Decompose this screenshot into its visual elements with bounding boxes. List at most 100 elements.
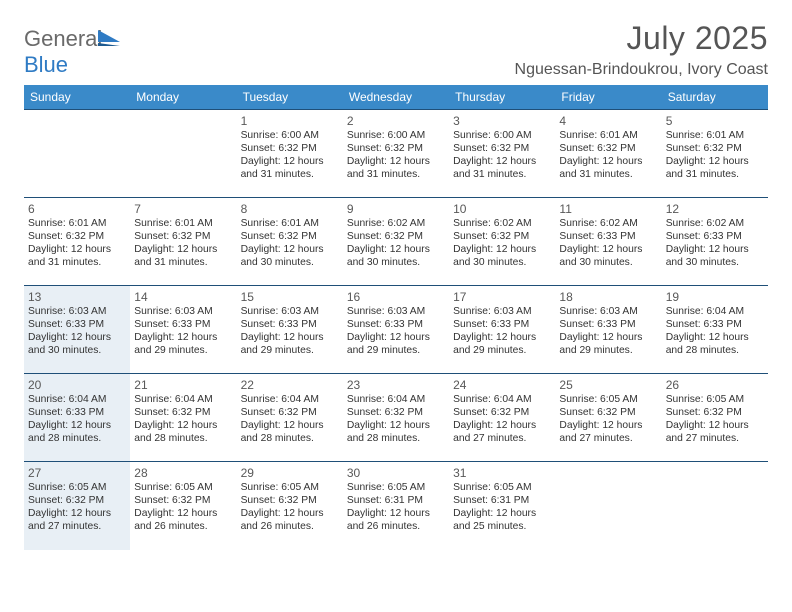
calendar-cell: 14Sunrise: 6:03 AMSunset: 6:33 PMDayligh… bbox=[130, 286, 236, 374]
day-info: Sunrise: 6:05 AMSunset: 6:31 PMDaylight:… bbox=[347, 482, 445, 533]
day-header: Thursday bbox=[449, 85, 555, 110]
day-info: Sunrise: 6:00 AMSunset: 6:32 PMDaylight:… bbox=[347, 130, 445, 181]
day-number: 12 bbox=[666, 202, 764, 216]
day-info: Sunrise: 6:05 AMSunset: 6:31 PMDaylight:… bbox=[453, 482, 551, 533]
calendar-row: 20 Sunrise: 6:04 AMSunset: 6:33 PMDayligh… bbox=[24, 374, 768, 462]
day-number: 3 bbox=[453, 114, 551, 128]
day-number: 5 bbox=[666, 114, 764, 128]
day-info: Sunrise: 6:02 AMSunset: 6:33 PMDaylight:… bbox=[559, 218, 657, 269]
day-header: Wednesday bbox=[343, 85, 449, 110]
calendar-row: 6 Sunrise: 6:01 AMSunset: 6:32 PMDaylight… bbox=[24, 198, 768, 286]
day-number: 30 bbox=[347, 466, 445, 480]
calendar-cell: 23 Sunrise: 6:04 AMSunset: 6:32 PMDayligh… bbox=[343, 374, 449, 462]
day-info: Sunrise: 6:04 AMSunset: 6:32 PMDaylight:… bbox=[241, 394, 339, 445]
day-number: 21 bbox=[134, 378, 232, 392]
calendar-cell: 18 Sunrise: 6:03 AMSunset: 6:33 PMDayligh… bbox=[555, 286, 661, 374]
calendar-cell: 19 Sunrise: 6:04 AMSunset: 6:33 PMDayligh… bbox=[662, 286, 768, 374]
calendar-cell: 3 Sunrise: 6:00 AMSunset: 6:32 PMDaylight… bbox=[449, 110, 555, 198]
day-number: 20 bbox=[28, 378, 126, 392]
calendar-row: 27 Sunrise: 6:05 AMSunset: 6:32 PMDayligh… bbox=[24, 462, 768, 550]
day-header: Monday bbox=[130, 85, 236, 110]
calendar-cell: 24Sunrise: 6:04 AMSunset: 6:32 PMDayligh… bbox=[449, 374, 555, 462]
day-info: Sunrise: 6:01 AMSunset: 6:32 PMDaylight:… bbox=[28, 218, 126, 269]
calendar-cell: 0. bbox=[130, 110, 236, 198]
day-header: Saturday bbox=[662, 85, 768, 110]
calendar-cell: 5 Sunrise: 6:01 AMSunset: 6:32 PMDaylight… bbox=[662, 110, 768, 198]
calendar-cell: 12 Sunrise: 6:02 AMSunset: 6:33 PMDayligh… bbox=[662, 198, 768, 286]
day-number: 6 bbox=[28, 202, 126, 216]
day-info: Sunrise: 6:05 AMSunset: 6:32 PMDaylight:… bbox=[28, 482, 126, 533]
day-number: 18 bbox=[559, 290, 657, 304]
logo-text-blue: Blue bbox=[24, 52, 68, 77]
day-info: Sunrise: 6:00 AMSunset: 6:32 PMDaylight:… bbox=[453, 130, 551, 181]
day-number: 23 bbox=[347, 378, 445, 392]
day-number: 29 bbox=[241, 466, 339, 480]
day-number: 17 bbox=[453, 290, 551, 304]
calendar-table: SundayMondayTuesdayWednesdayThursdayFrid… bbox=[24, 85, 768, 550]
day-number: 2 bbox=[347, 114, 445, 128]
day-info: Sunrise: 6:02 AMSunset: 6:32 PMDaylight:… bbox=[347, 218, 445, 269]
day-number: 7 bbox=[134, 202, 232, 216]
day-info: Sunrise: 6:00 AMSunset: 6:32 PMDaylight:… bbox=[241, 130, 339, 181]
day-number: 11 bbox=[559, 202, 657, 216]
day-header: Tuesday bbox=[237, 85, 343, 110]
calendar-cell: 30 Sunrise: 6:05 AMSunset: 6:31 PMDayligh… bbox=[343, 462, 449, 550]
calendar-cell: 11 Sunrise: 6:02 AMSunset: 6:33 PMDayligh… bbox=[555, 198, 661, 286]
calendar-cell: 22Sunrise: 6:04 AMSunset: 6:32 PMDayligh… bbox=[237, 374, 343, 462]
day-info: Sunrise: 6:01 AMSunset: 6:32 PMDaylight:… bbox=[134, 218, 232, 269]
day-info: Sunrise: 6:05 AMSunset: 6:32 PMDaylight:… bbox=[666, 394, 764, 445]
day-info: Sunrise: 6:03 AMSunset: 6:33 PMDaylight:… bbox=[559, 306, 657, 357]
calendar-cell: 25 Sunrise: 6:05 AMSunset: 6:32 PMDayligh… bbox=[555, 374, 661, 462]
day-number: 1 bbox=[241, 114, 339, 128]
calendar-cell: 29Sunrise: 6:05 AMSunset: 6:32 PMDayligh… bbox=[237, 462, 343, 550]
day-info: Sunrise: 6:05 AMSunset: 6:32 PMDaylight:… bbox=[134, 482, 232, 533]
day-info: Sunrise: 6:04 AMSunset: 6:32 PMDaylight:… bbox=[453, 394, 551, 445]
calendar-cell: 2 Sunrise: 6:00 AMSunset: 6:32 PMDaylight… bbox=[343, 110, 449, 198]
day-info: Sunrise: 6:05 AMSunset: 6:32 PMDaylight:… bbox=[559, 394, 657, 445]
calendar-cell: 7 Sunrise: 6:01 AMSunset: 6:32 PMDaylight… bbox=[130, 198, 236, 286]
day-info: Sunrise: 6:04 AMSunset: 6:33 PMDaylight:… bbox=[666, 306, 764, 357]
day-number: 8 bbox=[241, 202, 339, 216]
calendar-cell: 17Sunrise: 6:03 AMSunset: 6:33 PMDayligh… bbox=[449, 286, 555, 374]
calendar-cell: 9 Sunrise: 6:02 AMSunset: 6:32 PMDaylight… bbox=[343, 198, 449, 286]
logo-triangle-icon bbox=[98, 28, 122, 46]
day-number: 16 bbox=[347, 290, 445, 304]
day-number: 9 bbox=[347, 202, 445, 216]
day-info: Sunrise: 6:02 AMSunset: 6:33 PMDaylight:… bbox=[666, 218, 764, 269]
day-info: Sunrise: 6:01 AMSunset: 6:32 PMDaylight:… bbox=[241, 218, 339, 269]
day-info: Sunrise: 6:01 AMSunset: 6:32 PMDaylight:… bbox=[559, 130, 657, 181]
day-number: 10 bbox=[453, 202, 551, 216]
calendar-cell: 0. bbox=[24, 110, 130, 198]
calendar-cell: 0. bbox=[555, 462, 661, 550]
calendar-cell: 20 Sunrise: 6:04 AMSunset: 6:33 PMDayligh… bbox=[24, 374, 130, 462]
header: General Blue July 2025 Nguessan-Brindouk… bbox=[24, 20, 768, 79]
day-info: Sunrise: 6:03 AMSunset: 6:33 PMDaylight:… bbox=[28, 306, 126, 357]
day-header-row: SundayMondayTuesdayWednesdayThursdayFrid… bbox=[24, 85, 768, 110]
calendar-cell: 8 Sunrise: 6:01 AMSunset: 6:32 PMDaylight… bbox=[237, 198, 343, 286]
day-header: Sunday bbox=[24, 85, 130, 110]
day-info: Sunrise: 6:03 AMSunset: 6:33 PMDaylight:… bbox=[134, 306, 232, 357]
day-info: Sunrise: 6:04 AMSunset: 6:32 PMDaylight:… bbox=[347, 394, 445, 445]
logo: General Blue bbox=[24, 26, 122, 78]
title-block: July 2025 Nguessan-Brindoukrou, Ivory Co… bbox=[515, 20, 768, 79]
calendar-cell: 0. bbox=[662, 462, 768, 550]
calendar-cell: 1 Sunrise: 6:00 AMSunset: 6:32 PMDaylight… bbox=[237, 110, 343, 198]
day-number: 15 bbox=[241, 290, 339, 304]
calendar-row: 13 Sunrise: 6:03 AMSunset: 6:33 PMDayligh… bbox=[24, 286, 768, 374]
day-info: Sunrise: 6:01 AMSunset: 6:32 PMDaylight:… bbox=[666, 130, 764, 181]
day-number: 19 bbox=[666, 290, 764, 304]
day-info: Sunrise: 6:03 AMSunset: 6:33 PMDaylight:… bbox=[241, 306, 339, 357]
day-number: 27 bbox=[28, 466, 126, 480]
day-number: 25 bbox=[559, 378, 657, 392]
location-label: Nguessan-Brindoukrou, Ivory Coast bbox=[515, 61, 768, 79]
day-info: Sunrise: 6:04 AMSunset: 6:33 PMDaylight:… bbox=[28, 394, 126, 445]
calendar-cell: 28Sunrise: 6:05 AMSunset: 6:32 PMDayligh… bbox=[130, 462, 236, 550]
day-number: 13 bbox=[28, 290, 126, 304]
day-number: 4 bbox=[559, 114, 657, 128]
day-info: Sunrise: 6:02 AMSunset: 6:32 PMDaylight:… bbox=[453, 218, 551, 269]
calendar-row: 0.0. 1 Sunrise: 6:00 AMSunset: 6:32 PMDayl… bbox=[24, 110, 768, 198]
calendar-cell: 31Sunrise: 6:05 AMSunset: 6:31 PMDayligh… bbox=[449, 462, 555, 550]
calendar-cell: 13 Sunrise: 6:03 AMSunset: 6:33 PMDayligh… bbox=[24, 286, 130, 374]
calendar-cell: 6 Sunrise: 6:01 AMSunset: 6:32 PMDaylight… bbox=[24, 198, 130, 286]
calendar-cell: 21Sunrise: 6:04 AMSunset: 6:32 PMDayligh… bbox=[130, 374, 236, 462]
